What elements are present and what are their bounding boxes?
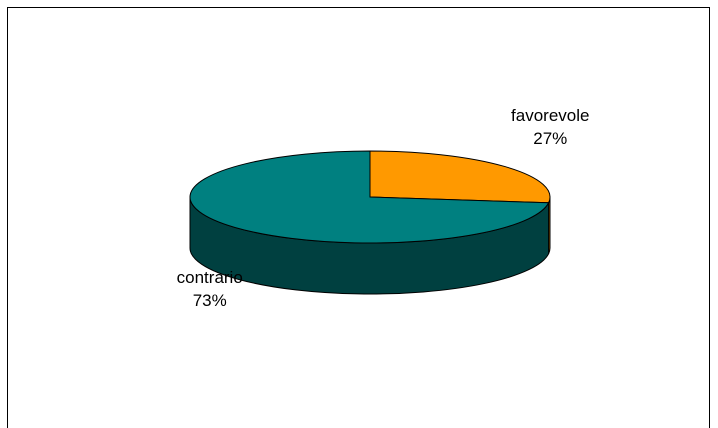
pie-slice-favorevole	[369, 150, 551, 204]
slice-percent-favorevole: 27%	[533, 128, 568, 148]
slice-percent-contrario: 73%	[192, 291, 227, 311]
slice-label-favorevole: favorevole 27%	[511, 104, 589, 150]
pie-slice-contrario	[189, 150, 550, 244]
slice-label-contrario: contrario 73%	[177, 266, 243, 312]
slice-name-favorevole: favorevole	[511, 105, 590, 125]
slice-name-contrario: contrario	[176, 268, 243, 288]
